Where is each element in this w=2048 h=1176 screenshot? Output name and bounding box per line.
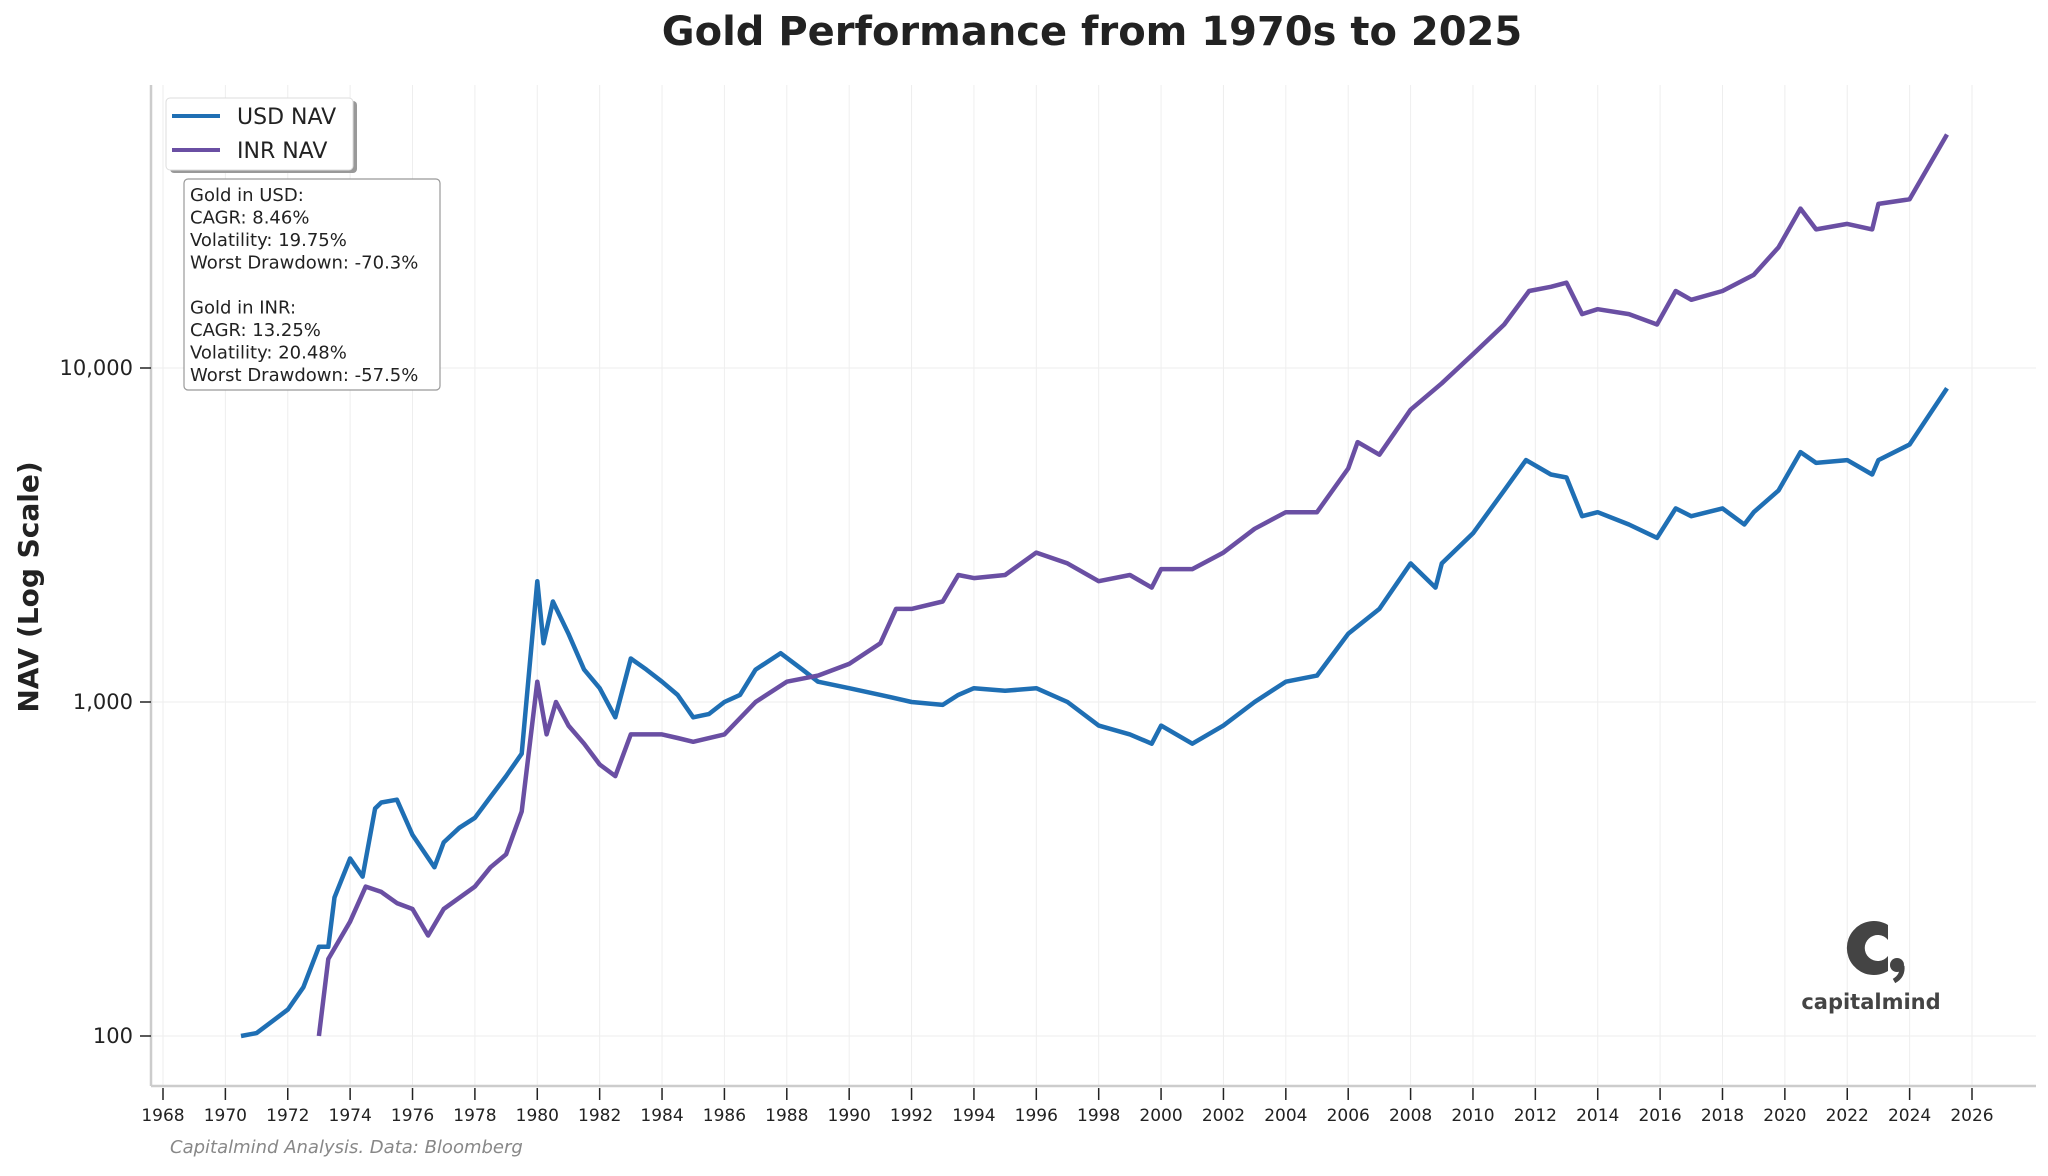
x-tick-label: 2022 <box>1826 1106 1869 1126</box>
x-tick-label: 1968 <box>141 1106 184 1126</box>
chart-title: Gold Performance from 1970s to 2025 <box>662 9 1522 55</box>
x-tick-label: 2020 <box>1763 1106 1806 1126</box>
logo-text: capitalmind <box>1801 990 1940 1014</box>
legend: USD NAV INR NAV <box>165 97 357 173</box>
x-tick-label: 2024 <box>1888 1106 1931 1126</box>
x-tick-label: 2002 <box>1202 1106 1245 1126</box>
legend-label-usd: USD NAV <box>237 105 336 130</box>
y-axis-label: NAV (Log Scale) <box>12 461 45 712</box>
y-tick-label: 100 <box>93 1024 133 1048</box>
x-tick-label: 1970 <box>204 1106 247 1126</box>
x-tick-label: 1984 <box>640 1106 683 1126</box>
x-tick-label: 2000 <box>1139 1106 1182 1126</box>
stats-box: Gold in USD:CAGR: 8.46%Volatility: 19.75… <box>183 178 441 391</box>
y-tick-label: 10,000 <box>60 356 133 380</box>
y-ticks: 100 1,000 10,000 <box>60 356 151 1048</box>
x-tick-label: 2008 <box>1389 1106 1432 1126</box>
x-tick-label: 2004 <box>1264 1106 1307 1126</box>
stats-line: Gold in INR: <box>190 298 296 319</box>
x-tick-label: 1990 <box>828 1106 871 1126</box>
x-ticks: 1968 1970 1972 1974 1976 1978 1980 1982 1984 1986… <box>141 1088 1994 1126</box>
x-tick-label: 1986 <box>703 1106 746 1126</box>
series-line-usd <box>240 386 1949 1039</box>
series-line-inr <box>316 133 1949 1037</box>
stats-line: Volatility: 19.75% <box>190 230 347 251</box>
capitalmind-c-logo-icon <box>1846 921 1905 984</box>
stats-line: Gold in USD: <box>190 185 304 206</box>
stats-line: CAGR: 13.25% <box>190 320 321 341</box>
grid <box>151 85 2036 1086</box>
stats-line: CAGR: 8.46% <box>190 208 309 229</box>
legend-label-inr: INR NAV <box>237 139 327 164</box>
x-tick-label: 2006 <box>1327 1106 1370 1126</box>
x-tick-label: 2012 <box>1514 1106 1557 1126</box>
series-lines <box>240 133 1949 1039</box>
stats-line: Worst Drawdown: -70.3% <box>190 253 418 274</box>
y-tick-label: 1,000 <box>73 690 133 714</box>
x-tick-label: 2026 <box>1950 1106 1993 1126</box>
x-tick-label: 1974 <box>329 1106 372 1126</box>
x-tick-label: 1982 <box>578 1106 621 1126</box>
x-tick-label: 1998 <box>1077 1106 1120 1126</box>
x-tick-label: 1994 <box>952 1106 995 1126</box>
x-tick-label: 1978 <box>453 1106 496 1126</box>
x-tick-label: 1980 <box>516 1106 559 1126</box>
stats-line: Worst Drawdown: -57.5% <box>190 365 418 386</box>
x-tick-label: 2014 <box>1576 1106 1619 1126</box>
x-tick-label: 2010 <box>1451 1106 1494 1126</box>
x-tick-label: 2018 <box>1701 1106 1744 1126</box>
x-tick-label: 2016 <box>1638 1106 1681 1126</box>
stats-line: Volatility: 20.48% <box>190 343 347 364</box>
x-tick-label: 1976 <box>391 1106 434 1126</box>
capitalmind-logo: capitalmind <box>1801 921 1941 1014</box>
x-tick-label: 1996 <box>1015 1106 1058 1126</box>
x-tick-label: 1988 <box>765 1106 808 1126</box>
footer-source: Capitalmind Analysis. Data: Bloomberg <box>170 1137 523 1158</box>
x-tick-label: 1972 <box>266 1106 309 1126</box>
x-tick-label: 1992 <box>890 1106 933 1126</box>
